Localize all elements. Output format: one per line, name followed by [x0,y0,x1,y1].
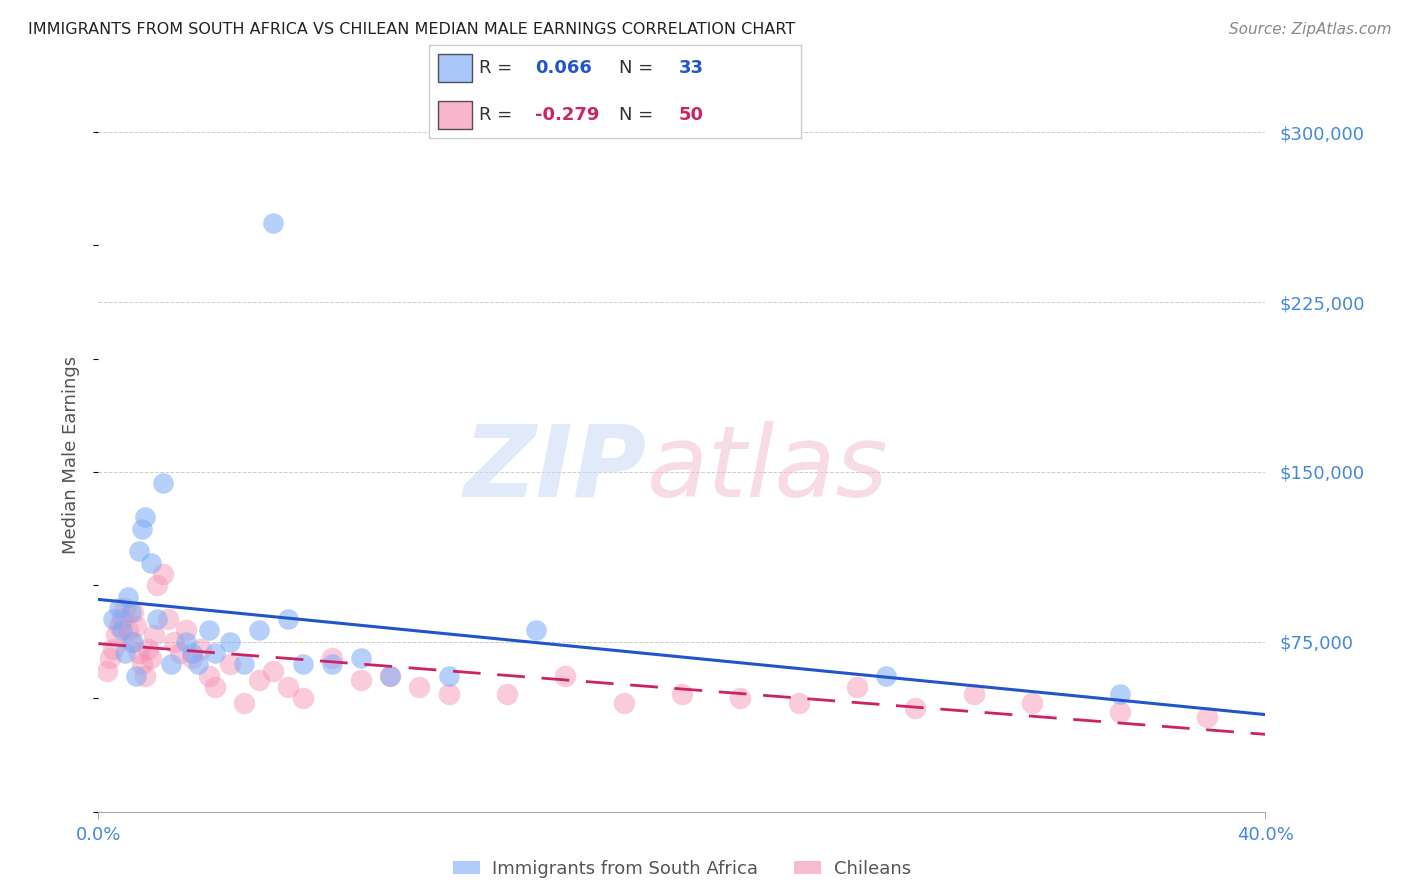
Point [114,600,136,615]
Point [101,612,124,626]
Text: N =: N = [619,59,659,77]
Point [108,619,131,633]
Point [160,657,183,672]
Point [350,650,373,665]
Point [378,669,402,683]
Point [495,687,517,701]
Point [117,624,139,638]
Point [1195,709,1218,723]
Point [190,641,212,656]
FancyBboxPatch shape [439,101,471,129]
Point [174,635,197,649]
Point [671,687,693,701]
Point [128,646,150,660]
Point [845,680,868,694]
Text: -0.279: -0.279 [536,106,599,124]
Point [122,635,145,649]
Point [120,635,142,649]
Text: R =: R = [479,59,519,77]
Point [277,612,299,626]
Text: Source: ZipAtlas.com: Source: ZipAtlas.com [1229,22,1392,37]
Point [111,612,134,626]
Text: IMMIGRANTS FROM SOUTH AFRICA VS CHILEAN MEDIAN MALE EARNINGS CORRELATION CHART: IMMIGRANTS FROM SOUTH AFRICA VS CHILEAN … [28,22,796,37]
Point [131,522,153,536]
Point [120,606,142,620]
Legend: Immigrants from South Africa, Chileans: Immigrants from South Africa, Chileans [446,853,918,885]
Text: 33: 33 [679,59,703,77]
Point [163,635,186,649]
Point [139,556,162,570]
Point [198,669,221,683]
Y-axis label: Median Male Earnings: Median Male Earnings [62,356,80,554]
Point [787,696,810,710]
Point [408,680,430,694]
Point [114,646,136,660]
Point [321,650,343,665]
Text: atlas: atlas [647,421,889,517]
Point [1021,696,1043,710]
Point [180,646,202,660]
Point [437,687,460,701]
Point [122,606,145,620]
Point [131,657,153,672]
Point [98,650,121,665]
Point [247,673,270,688]
Point [139,650,162,665]
Text: R =: R = [479,106,519,124]
Point [321,657,343,672]
Text: N =: N = [619,106,659,124]
Point [157,612,180,626]
Point [233,657,256,672]
Text: 50: 50 [679,106,703,124]
Point [554,669,576,683]
Point [111,624,134,638]
Point [204,680,226,694]
Point [142,628,165,642]
Point [101,641,124,656]
FancyBboxPatch shape [439,54,471,82]
Point [247,624,270,638]
Point [1108,705,1130,719]
Point [125,669,148,683]
Point [174,624,197,638]
Point [218,657,240,672]
Point [875,669,897,683]
Point [218,635,240,649]
Point [291,691,314,706]
Point [104,628,127,642]
Point [204,646,226,660]
Point [134,510,156,524]
Point [152,476,174,491]
Point [96,665,118,679]
Point [198,624,221,638]
Point [378,669,402,683]
Point [437,669,460,683]
Point [146,612,169,626]
Point [134,669,156,683]
Text: ZIP: ZIP [464,421,647,517]
Point [152,566,174,581]
Point [262,665,284,679]
Point [187,657,209,672]
Point [125,619,148,633]
Point [728,691,751,706]
Point [1108,687,1130,701]
Point [146,578,169,592]
Point [169,646,191,660]
Point [136,641,159,656]
Point [277,680,299,694]
Point [128,544,150,558]
Point [904,700,927,714]
Point [962,687,984,701]
Point [612,696,634,710]
Text: 0.066: 0.066 [536,59,592,77]
Point [180,650,202,665]
Point [108,600,131,615]
Point [233,696,256,710]
Point [350,673,373,688]
Point [262,216,284,230]
Point [524,624,547,638]
Point [117,590,139,604]
Point [291,657,314,672]
